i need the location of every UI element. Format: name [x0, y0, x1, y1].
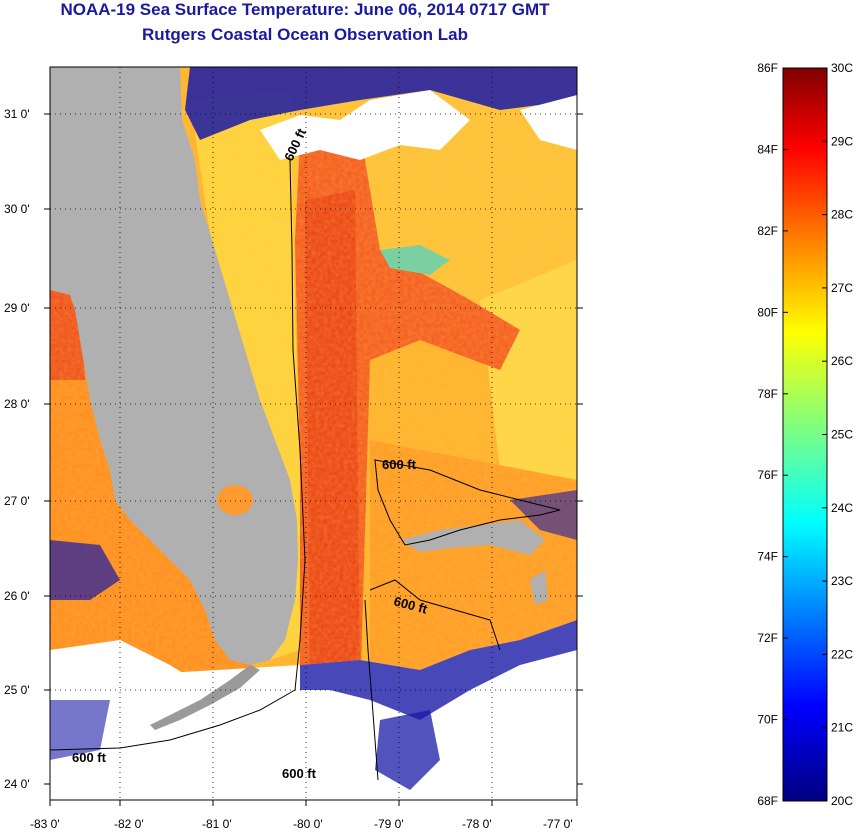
cloud-patch-west: [50, 540, 120, 600]
colorbar-f-label: 72F: [757, 631, 778, 645]
lon-tick-label: -79 0': [374, 817, 404, 831]
page-title: NOAA-19 Sea Surface Temperature: June 06…: [60, 0, 550, 19]
lat-tick-label: 28 0': [4, 397, 30, 411]
colorbar-f-label: 84F: [757, 142, 778, 156]
lon-tick-label: -83 0': [30, 817, 60, 831]
contour-line-florida-straits: [364, 599, 379, 781]
cloud-patch-south: [375, 710, 440, 790]
cloud-north: [260, 90, 470, 160]
map-grid: [50, 67, 577, 800]
colorbar: 86F 84F 82F 80F 78F 76F 74F 72F 70F 68F 30C 29C 28C…: [757, 61, 853, 808]
colorbar-c-label: 21C: [831, 721, 853, 735]
cloud-keys: [50, 640, 210, 700]
colorbar-f-label: 74F: [757, 550, 778, 564]
lat-tick-label: 26 0': [4, 589, 30, 603]
colorbar-c-label: 27C: [831, 281, 853, 295]
colorbar-c-labels: 30C 29C 28C 27C 26C 25C 24C 23C 22C 21C 20C: [831, 61, 853, 808]
colorbar-c-label: 20C: [831, 794, 853, 808]
colorbar-c-label: 28C: [831, 208, 853, 222]
colorbar-f-label: 78F: [757, 387, 778, 401]
colorbar-f-label: 68F: [757, 794, 778, 808]
lat-tick-label: 25 0': [4, 683, 30, 697]
lat-tick-label: 30 0': [4, 202, 30, 216]
lake-okeechobee: [217, 485, 253, 515]
small-island: [530, 570, 548, 605]
lon-tick-label: -80 0': [293, 817, 323, 831]
lon-tick-label: -78 0': [462, 817, 492, 831]
lon-axis: -83 0' -82 0' -81 0' -80 0' -79 0' -78 0…: [30, 800, 578, 831]
colorbar-c-label: 26C: [831, 354, 853, 368]
map-frame: [49, 66, 578, 801]
map-area: [50, 67, 577, 800]
grand-bahama-island: [400, 520, 545, 555]
contour-line-florida: [50, 159, 306, 751]
colorbar-f-label: 82F: [757, 224, 778, 238]
colorbar-ticks: [783, 67, 827, 802]
page-subtitle: Rutgers Coastal Ocean Observation Lab: [142, 25, 468, 44]
cloud-edge-north: [185, 67, 577, 140]
colorbar-c-label: 29C: [831, 134, 853, 148]
lat-tick-label: 27 0': [4, 494, 30, 508]
contour-line-great-bahama: [369, 579, 501, 651]
colorbar-c-label: 25C: [831, 428, 853, 442]
contour-label-bahama-north: 600 ft: [382, 457, 417, 472]
colorbar-f-label: 80F: [757, 305, 778, 319]
colorbar-c-label: 24C: [831, 501, 853, 515]
colorbar-c-label: 23C: [831, 574, 853, 588]
cloud-edge-south: [300, 620, 577, 720]
colorbar-f-labels: 86F 84F 82F 80F 78F 76F 74F 72F 70F 68F: [757, 61, 778, 808]
colorbar-f-label: 76F: [757, 468, 778, 482]
contour-line-little-bahama: [374, 459, 561, 546]
colorbar-gradient: [782, 67, 828, 802]
florida-land: [50, 67, 298, 665]
colorbar-f-label: 70F: [757, 713, 778, 727]
cool-water-patch: [380, 245, 450, 275]
lon-tick-label: -81 0': [202, 817, 232, 831]
colorbar-c-label: 30C: [831, 61, 853, 75]
lat-tick-label: 31 0': [4, 107, 30, 121]
lon-tick-label: -77 0': [543, 817, 573, 831]
colorbar-f-label: 86F: [757, 61, 778, 75]
lon-tick-label: -82 0': [114, 817, 144, 831]
lat-axis: 31 0' 30 0' 29 0' 28 0' 27 0' 26 0' 25 0…: [4, 107, 583, 791]
cloud-patch-southwest: [50, 700, 110, 760]
cloud-patch-east: [510, 490, 577, 540]
contour-label-gulf: 600 ft: [72, 750, 107, 765]
florida-keys: [150, 665, 260, 730]
lat-tick-label: 29 0': [4, 301, 30, 315]
cloud-northeast: [520, 95, 577, 150]
contour-label-straits: 600 ft: [282, 766, 317, 781]
colorbar-c-label: 22C: [831, 647, 853, 661]
lat-tick-label: 24 0': [4, 777, 30, 791]
